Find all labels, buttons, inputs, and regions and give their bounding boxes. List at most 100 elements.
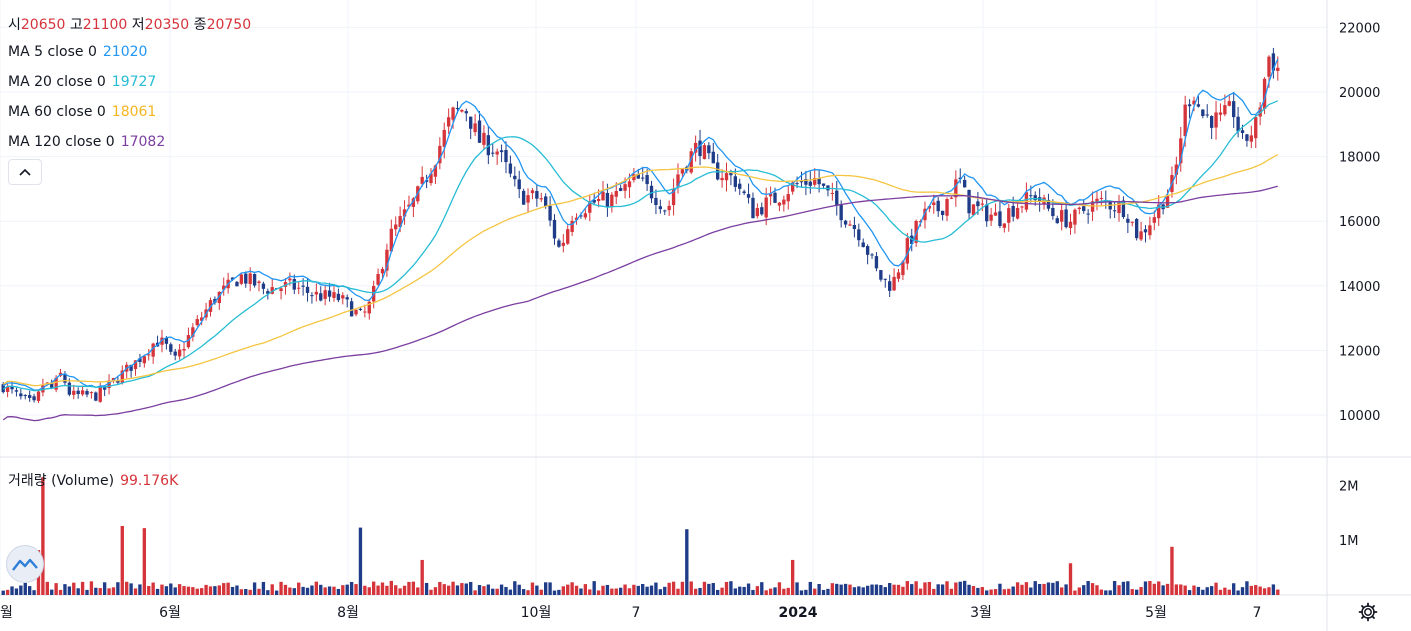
volume-bar [1157,581,1161,595]
volume-legend[interactable]: 거래량 (Volume) 99.176K [8,470,178,490]
volume-bar [530,582,535,595]
volume-bar [588,589,592,595]
chart-logo-button[interactable] [6,545,44,583]
candle-body [248,273,252,285]
candle-body [1249,135,1254,142]
volume-bar [477,585,482,595]
candle-body [491,152,495,154]
open-value: 20650 [20,17,66,33]
candle-body [641,177,645,179]
volume-bar [910,584,914,595]
candle-body [535,191,539,199]
time-axis-label: 7 [632,605,641,621]
candle-body [1267,56,1271,77]
volume-bar [89,581,94,595]
candle-body [733,176,737,187]
volume-bar [1179,584,1183,595]
candle-body [1029,195,1033,197]
volume-bar [142,528,147,595]
volume-bar [354,584,358,595]
candle-body [138,358,142,362]
volume-bar [654,582,658,595]
volume-bar [58,589,63,595]
volume-bar [689,581,693,595]
settings-button[interactable] [1357,601,1379,623]
candle-body [499,150,504,153]
price-tick-label: 14000 [1339,280,1380,295]
volume-bar [1245,581,1249,595]
volume-bar [151,582,155,595]
open-label: 시 [8,17,21,33]
ma60-legend[interactable]: MA 60 close 0 18061 [8,104,156,120]
candle-body [367,301,371,314]
ma60-label: MA 60 close 0 [8,104,106,120]
volume-bar [544,582,548,595]
ma20-legend[interactable]: MA 20 close 0 19727 [8,74,156,90]
price-tick-label: 12000 [1339,344,1380,359]
candle-body [310,295,314,297]
candle-body [627,181,632,188]
candle-body [896,272,901,279]
time-axis-label: 월 [0,605,13,621]
volume-bar [138,584,142,595]
candle-body [561,242,565,246]
volume-bar [1196,586,1201,595]
volume-bar [394,585,398,595]
candle-body [80,390,85,395]
volume-bar [482,586,486,595]
candle-body [270,287,274,294]
volume-bar [349,581,354,595]
candle-body [923,208,927,221]
time-axis-label: 3월 [970,605,992,621]
volume-bar [310,585,314,595]
volume-bar [235,585,239,595]
volume-bar [888,583,892,595]
price-tick-label: 22000 [1339,21,1380,36]
candle-body [266,291,270,294]
volume-bar [645,586,649,595]
volume-bar [733,588,737,595]
ma5-legend[interactable]: MA 5 close 0 21020 [8,44,147,60]
ohlc-legend: 시20650 고21100 저20350 종20750 [8,14,251,34]
volume-bar [782,588,786,595]
candle-body [195,319,199,326]
price-tick-label: 16000 [1339,215,1380,230]
candle-body [85,390,89,395]
volume-bar [486,584,491,595]
volume-bar [1183,585,1187,595]
volume-bar [473,590,477,595]
volume-bar [1201,589,1205,595]
candle-body [464,111,468,114]
candle-body [707,145,711,154]
volume-bar [804,589,808,595]
volume-bar [358,527,363,595]
price-tick-label: 10000 [1339,409,1380,424]
volume-bar [768,588,773,595]
collapse-legend-button[interactable] [8,159,42,185]
volume-bar [821,589,826,595]
ma120-legend[interactable]: MA 120 close 0 17082 [8,134,165,150]
candle-body [50,382,54,388]
volume-bar [861,587,865,595]
volume-bar [248,589,252,595]
candle-body [345,297,349,300]
volume-bar [129,583,133,595]
candle-body [676,174,680,187]
candle-body [199,317,204,321]
volume-bar [839,584,843,595]
candle-body [927,206,932,209]
candle-body [222,285,226,290]
candle-body [1201,109,1205,116]
volume-bar [998,583,1002,595]
candle-body [1134,219,1139,239]
candle-body [1192,100,1196,105]
candle-body [116,380,120,383]
volume-bar [1112,581,1117,595]
candle-body [477,120,482,143]
volume-bar [1192,585,1196,595]
volume-bar [274,590,279,595]
volume-bar [702,581,707,595]
candle-body [177,349,182,357]
